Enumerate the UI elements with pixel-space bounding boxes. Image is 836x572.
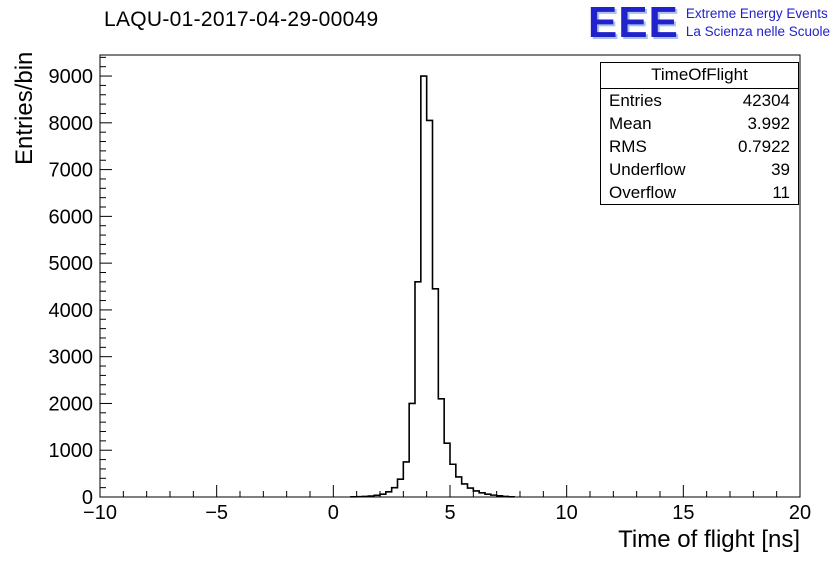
stats-value: 42304 — [742, 91, 790, 110]
stats-label: RMS — [609, 137, 647, 156]
stats-value: 39 — [771, 160, 790, 179]
y-tick-label: 9000 — [49, 66, 94, 88]
stats-label: Entries — [609, 91, 662, 110]
y-tick-label: 5000 — [49, 253, 94, 275]
x-axis-title: Time of flight [ns] — [618, 526, 800, 553]
x-tick-label: −5 — [205, 502, 228, 524]
y-tick-label: 7000 — [49, 160, 94, 182]
y-tick-label: 8000 — [49, 113, 94, 135]
x-tick-label: −10 — [83, 502, 117, 524]
stats-row-mean: Mean 3.992 — [601, 112, 798, 135]
stats-title: TimeOfFlight — [601, 63, 798, 89]
stats-label: Underflow — [609, 160, 686, 179]
stats-label: Mean — [609, 114, 652, 133]
stats-box: TimeOfFlight Entries 42304 Mean 3.992 RM… — [600, 62, 799, 205]
x-tick-label: 5 — [444, 502, 455, 524]
histogram-line — [350, 75, 515, 498]
stats-value: 3.992 — [747, 114, 790, 133]
x-tick-label: 10 — [556, 502, 578, 524]
stats-label: Overflow — [609, 183, 677, 202]
stats-value: 0.7922 — [738, 137, 790, 156]
y-tick-label: 0 — [82, 487, 93, 509]
stats-row-entries: Entries 42304 — [601, 89, 798, 112]
eee-logo: EEE Extreme Energy Events La Scienza nel… — [587, 0, 830, 47]
x-tick-label: 0 — [328, 502, 339, 524]
y-tick-label: 6000 — [49, 206, 94, 228]
page-title: LAQU-01-2017-04-29-00049 — [104, 8, 379, 31]
eee-logo-text: EEE — [587, 0, 679, 47]
stats-row-underflow: Underflow 39 — [601, 158, 798, 181]
y-tick-label: 4000 — [49, 300, 94, 322]
eee-logo-subtitle: Extreme Energy Events La Scienza nelle S… — [686, 5, 830, 41]
stats-row-overflow: Overflow 11 — [601, 181, 798, 204]
y-tick-label: 3000 — [49, 347, 94, 369]
stats-value: 11 — [772, 183, 790, 202]
logo-line2: La Scienza nelle Scuole — [685, 24, 830, 40]
y-tick-label: 2000 — [49, 393, 94, 415]
y-axis-title: Entries/bin — [11, 52, 38, 165]
stats-row-rms: RMS 0.7922 — [601, 135, 798, 158]
y-tick-label: 1000 — [49, 440, 94, 462]
x-tick-label: 20 — [789, 502, 811, 524]
logo-line1: Extreme Energy Events — [685, 6, 828, 21]
x-tick-label: 15 — [672, 502, 694, 524]
